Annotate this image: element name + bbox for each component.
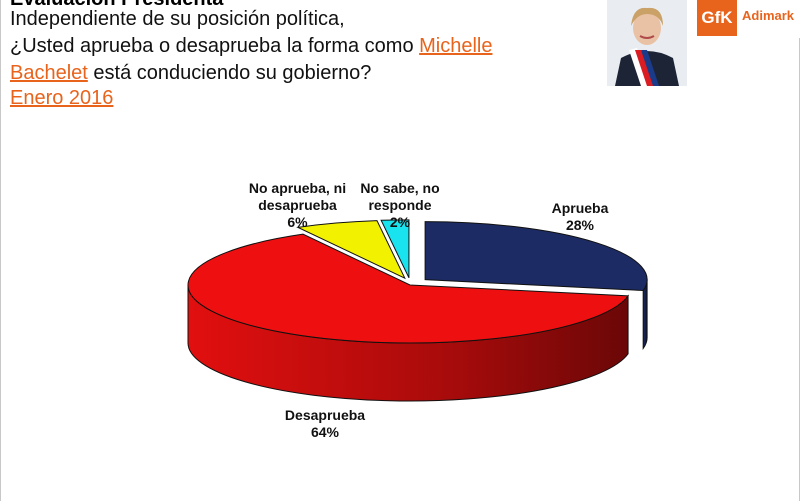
portrait-image: [607, 0, 687, 86]
label-nand-pct: 6%: [287, 214, 308, 230]
pie-slice-no-sabe-no-responde: [380, 219, 410, 279]
highlight-first-name[interactable]: Michelle: [419, 35, 493, 57]
label-aprueba-pct: 28%: [565, 217, 595, 233]
question-line-1: Independiente de su posición política,: [10, 8, 345, 30]
label-desaprueba: Desaprueba 64%: [255, 407, 395, 441]
slide-title: Evaluación Presidenta: [10, 0, 223, 11]
pie-slice-desaprueba: [187, 233, 630, 344]
highlight-last-name[interactable]: Bachelet: [10, 62, 88, 84]
label-desaprueba-name: Desaprueba: [284, 407, 366, 423]
label-no-aprueba-ni-desaprueba: No aprueba, ni desaprueba 6%: [225, 180, 370, 231]
survey-period[interactable]: Enero 2016: [10, 87, 114, 109]
label-aprueba-name: Aprueba: [551, 200, 609, 216]
label-nsnr-line1: No sabe, no: [360, 180, 440, 196]
brand-name: Adimark: [742, 8, 795, 23]
label-nsnr-pct: 2%: [389, 214, 411, 230]
pie-slice-no-aprueba-ni-desaprueba: [296, 220, 406, 280]
label-desaprueba-pct: 64%: [310, 424, 340, 440]
label-nsnr-line2: responde: [368, 197, 432, 213]
label-no-sabe-no-responde: No sabe, no responde 2%: [345, 180, 455, 231]
question-line-3: está conduciendo su gobierno?: [87, 62, 372, 84]
brand-logo: GfK Adimark: [697, 0, 800, 38]
survey-question: Independiente de su posición política, ¿…: [10, 6, 595, 87]
label-nand-line2: desaprueba: [258, 197, 337, 213]
label-aprueba: Aprueba 28%: [525, 200, 635, 234]
gfk-logo-box: GfK: [697, 0, 737, 36]
president-portrait: [607, 0, 687, 86]
label-nand-line1: No aprueba, ni: [248, 180, 347, 196]
question-line-2: ¿Usted aprueba o desaprueba la forma com…: [10, 35, 420, 57]
pie-slice-aprueba: [424, 221, 648, 292]
